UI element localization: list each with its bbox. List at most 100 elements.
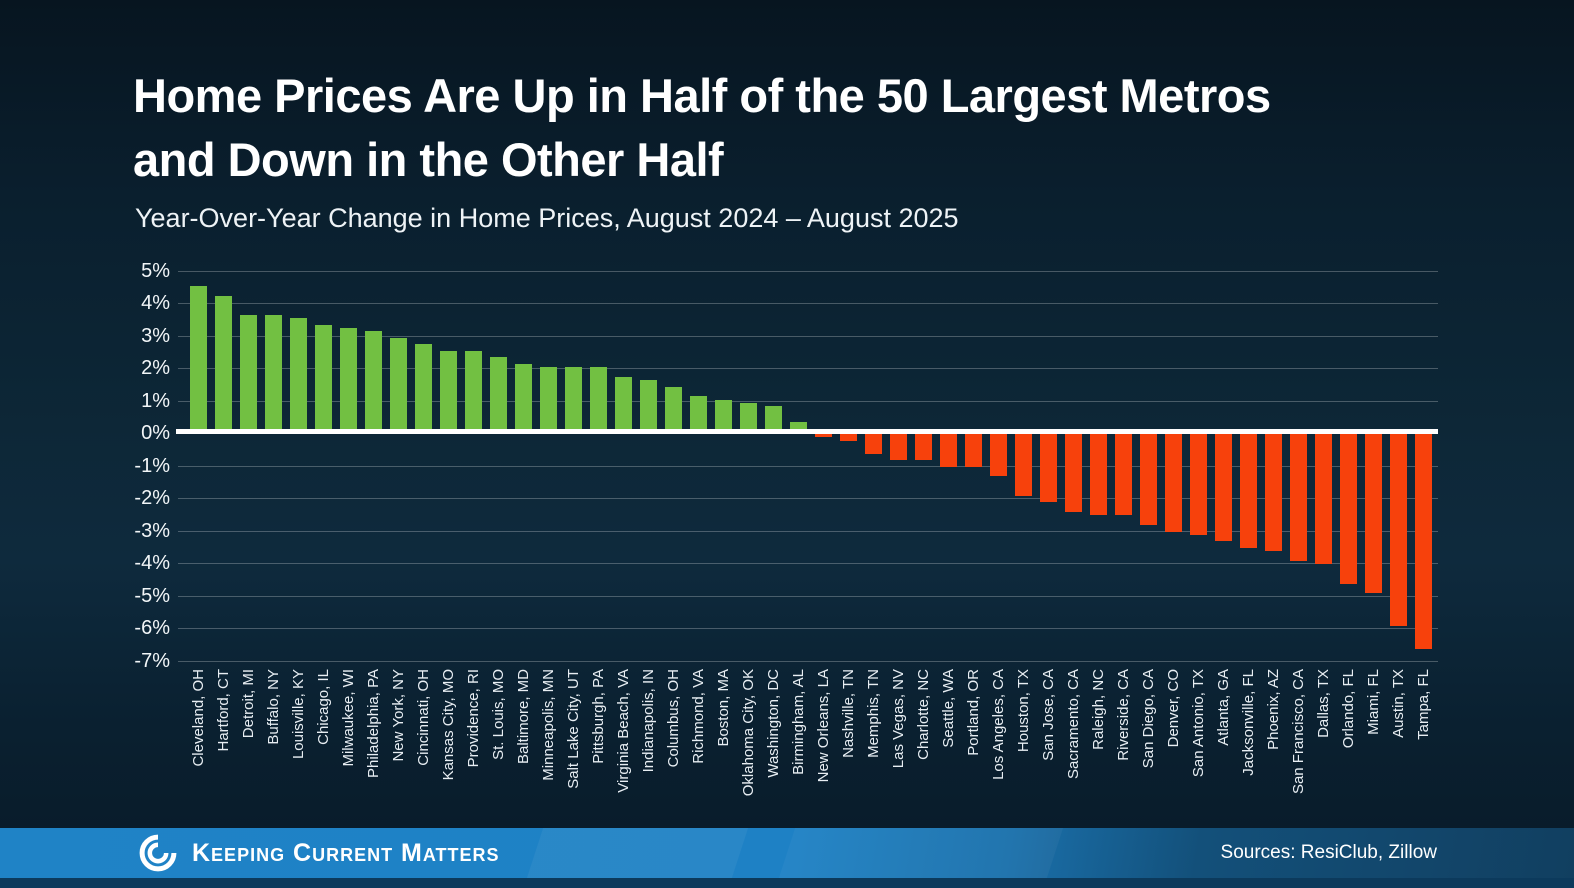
bar — [190, 285, 207, 432]
bottom-strip — [0, 878, 1574, 888]
bar — [1165, 434, 1182, 532]
x-axis-label: Kansas City, MO — [439, 669, 457, 781]
bar — [1190, 434, 1207, 535]
x-axis-label: Seattle, WA — [939, 669, 957, 748]
x-axis-label: Los Angeles, CA — [989, 669, 1007, 780]
y-axis-label: 3% — [141, 324, 170, 347]
y-axis-label: 2% — [141, 357, 170, 379]
bar — [1340, 434, 1357, 584]
x-axis-label: Philadelphia, PA — [364, 669, 382, 778]
x-axis-label: Baltimore, MD — [514, 669, 532, 765]
x-axis-label: Hartford, CT — [214, 669, 232, 752]
bar — [765, 406, 782, 432]
bar — [965, 434, 982, 467]
bar — [540, 367, 557, 432]
bar — [740, 402, 757, 432]
y-axis-label: 4% — [141, 292, 170, 314]
x-axis-label: Portland, OR — [964, 669, 982, 756]
bar — [515, 363, 532, 432]
x-axis-label: Chicago, IL — [314, 669, 332, 745]
gridline — [178, 270, 1438, 272]
bar — [465, 350, 482, 432]
x-axis-label: Buffalo, NY — [264, 669, 282, 745]
x-axis-label: Salt Lake City, UT — [564, 669, 582, 789]
bar — [790, 422, 807, 432]
bar — [715, 399, 732, 432]
bar — [915, 434, 932, 460]
bar — [240, 315, 257, 432]
bar — [890, 434, 907, 460]
y-axis-label: -1% — [134, 454, 170, 477]
x-axis-label: Oklahoma City, OK — [739, 669, 757, 797]
gridline — [178, 660, 1438, 662]
x-axis-label: Birmingham, AL — [789, 669, 807, 775]
y-axis-label: -2% — [134, 487, 170, 509]
x-axis-label: Orlando, FL — [1339, 669, 1357, 749]
bar — [1415, 434, 1432, 649]
x-axis-label: Phoenix, AZ — [1264, 669, 1282, 750]
bar — [590, 367, 607, 432]
bar — [865, 434, 882, 454]
gridline — [178, 368, 1438, 369]
y-axis-label: -3% — [134, 519, 170, 542]
x-axis-label: Tampa, FL — [1414, 669, 1432, 740]
x-axis-label: Virginia Beach, VA — [614, 669, 632, 793]
page-title: Home Prices Are Up in Half of the 50 Lar… — [133, 64, 1271, 192]
bar — [1015, 434, 1032, 496]
x-axis-label: Sacramento, CA — [1064, 669, 1082, 780]
gridline — [178, 465, 1438, 467]
bar — [565, 367, 582, 432]
sources-text: Sources: ResiClub, Zillow — [1220, 842, 1437, 863]
x-axis-label: Jacksonville, FL — [1239, 669, 1257, 776]
y-axis-label: -5% — [134, 584, 170, 607]
x-axis-label: Austin, TX — [1389, 669, 1407, 738]
bar — [315, 324, 332, 432]
x-axis-label: New Orleans, LA — [814, 669, 832, 783]
bar — [490, 357, 507, 432]
x-axis-label: Raleigh, NC — [1089, 669, 1107, 750]
y-axis-label: 0% — [141, 422, 170, 444]
x-axis-label: Houston, TX — [1014, 669, 1032, 753]
x-axis-label: Providence, RI — [464, 669, 482, 768]
bar — [265, 315, 282, 432]
bar — [615, 376, 632, 432]
bar — [340, 328, 357, 432]
y-axis-label: 1% — [141, 389, 170, 412]
gridline — [178, 628, 1438, 629]
gridline — [178, 530, 1438, 532]
x-axis-label: Columbus, OH — [664, 669, 682, 768]
bar — [290, 318, 307, 432]
x-axis-label: Atlanta, GA — [1214, 669, 1232, 746]
footer-band: Keeping Current Matters Sources: ResiClu… — [0, 828, 1574, 878]
bar — [415, 344, 432, 432]
zero-axis-line — [176, 429, 1438, 434]
y-axis-label: -7% — [134, 649, 170, 672]
bar — [440, 350, 457, 432]
x-axis-label: Riverside, CA — [1114, 669, 1132, 761]
x-axis-label: Nashville, TN — [839, 669, 857, 758]
x-axis-label: San Francisco, CA — [1289, 669, 1307, 795]
x-axis-label: Cleveland, OH — [189, 669, 207, 767]
bar — [840, 434, 857, 441]
bar — [990, 434, 1007, 477]
bar — [690, 396, 707, 432]
x-axis-label: Minneapolis, MN — [539, 669, 557, 781]
bar — [1290, 434, 1307, 561]
bar — [1240, 434, 1257, 548]
bar — [1315, 434, 1332, 564]
x-axis-label: New York, NY — [389, 669, 407, 762]
bar — [640, 380, 657, 432]
gridline — [178, 335, 1438, 337]
gridline — [178, 400, 1438, 402]
bar — [1265, 434, 1282, 551]
bar — [1215, 434, 1232, 542]
x-axis-label: Memphis, TN — [864, 669, 882, 758]
x-axis-label: San Antonio, TX — [1189, 669, 1207, 778]
x-axis-label: Richmond, VA — [689, 669, 707, 764]
gridline — [178, 303, 1438, 304]
bar — [365, 331, 382, 432]
bar — [940, 434, 957, 467]
bar — [815, 434, 832, 438]
x-axis-label: Denver, CO — [1164, 669, 1182, 748]
